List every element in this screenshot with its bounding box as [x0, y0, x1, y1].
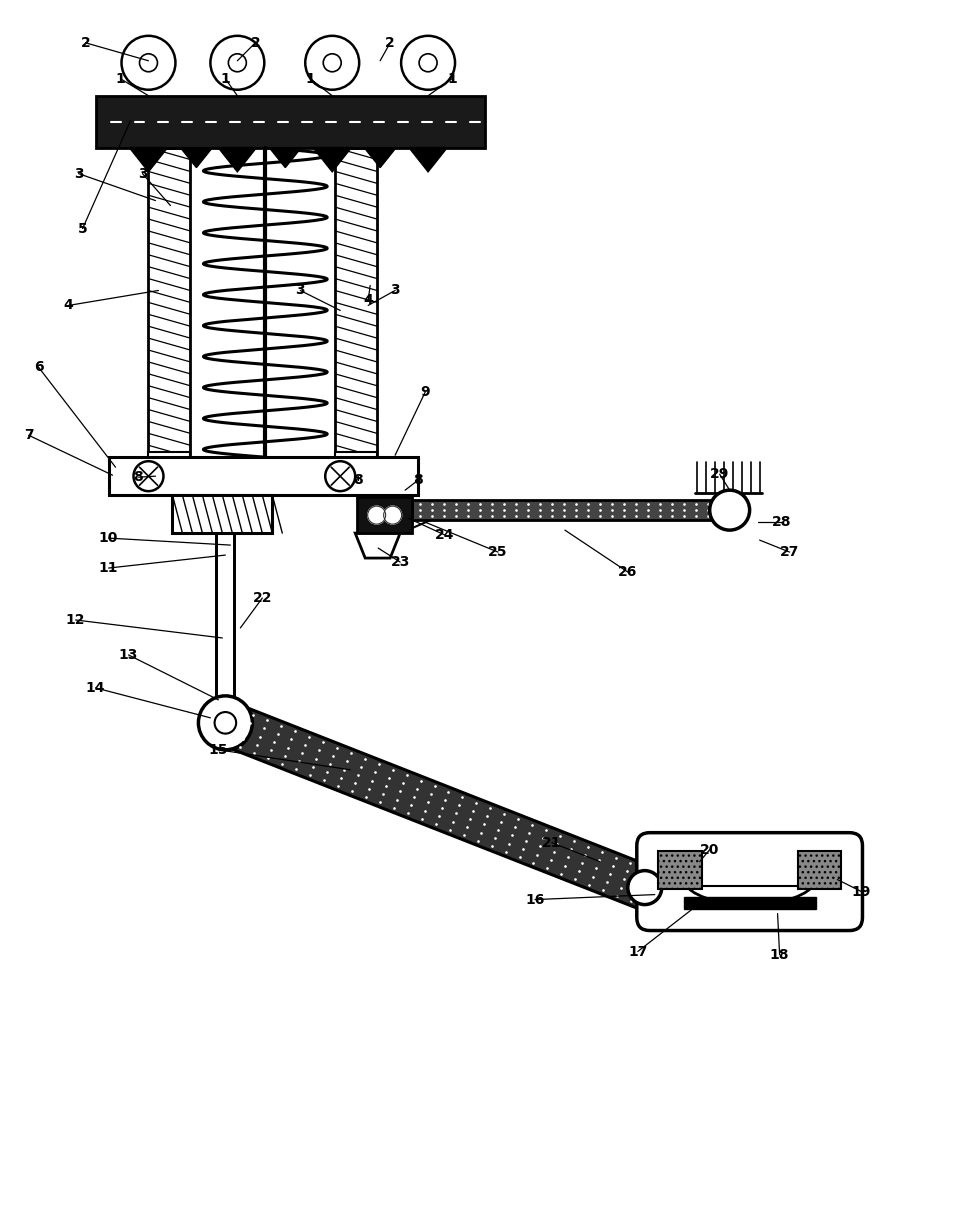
Text: 13: 13 [119, 648, 138, 662]
Text: 9: 9 [420, 386, 430, 399]
Circle shape [710, 490, 750, 530]
Text: 11: 11 [98, 562, 118, 575]
Bar [148, 148, 190, 457]
Text: 8: 8 [413, 473, 423, 488]
Circle shape [122, 36, 176, 90]
Text: 25: 25 [488, 545, 508, 559]
Bar [108, 457, 418, 495]
Bar [96, 96, 485, 148]
Text: 2: 2 [81, 36, 91, 50]
Text: 4: 4 [63, 298, 73, 313]
Circle shape [198, 696, 253, 750]
Text: 7: 7 [23, 428, 33, 443]
Text: 8: 8 [353, 473, 363, 488]
Text: 1: 1 [116, 72, 126, 86]
Circle shape [139, 53, 158, 72]
Text: 23: 23 [390, 556, 409, 569]
Bar [798, 850, 841, 889]
Polygon shape [412, 502, 442, 528]
Circle shape [326, 461, 355, 491]
Polygon shape [180, 148, 213, 167]
Text: 28: 28 [772, 516, 792, 529]
Circle shape [368, 506, 386, 524]
Polygon shape [130, 148, 168, 171]
Circle shape [305, 36, 359, 90]
Text: 3: 3 [390, 284, 400, 297]
Polygon shape [313, 148, 351, 171]
Text: 1: 1 [220, 72, 230, 86]
Polygon shape [269, 148, 301, 167]
Text: 4: 4 [364, 294, 373, 307]
Text: 6: 6 [34, 360, 44, 375]
Text: 17: 17 [628, 945, 647, 958]
Circle shape [324, 53, 341, 72]
Bar [148, 452, 190, 465]
Text: 2: 2 [385, 36, 395, 50]
Text: 20: 20 [700, 843, 720, 856]
Bar [173, 495, 272, 533]
Text: 27: 27 [780, 545, 799, 559]
Text: 10: 10 [98, 531, 118, 545]
Bar [213, 513, 238, 533]
Text: 15: 15 [209, 742, 228, 757]
Text: 8: 8 [134, 471, 143, 484]
Text: 1: 1 [448, 72, 457, 86]
Text: 5: 5 [78, 222, 88, 235]
Text: 2: 2 [251, 36, 260, 50]
Bar [658, 850, 702, 889]
Bar [335, 148, 377, 457]
Polygon shape [365, 148, 396, 167]
Circle shape [628, 871, 662, 905]
Text: 3: 3 [137, 166, 147, 181]
Circle shape [134, 461, 164, 491]
Bar [335, 452, 377, 465]
Polygon shape [355, 533, 400, 558]
Circle shape [211, 36, 264, 90]
Text: 24: 24 [435, 528, 454, 542]
Bar [357, 497, 412, 533]
Text: 29: 29 [710, 467, 729, 482]
Text: 16: 16 [526, 893, 545, 906]
Text: 1: 1 [305, 72, 315, 86]
Text: 18: 18 [770, 947, 790, 962]
Text: 12: 12 [66, 613, 86, 627]
Circle shape [214, 712, 236, 734]
Polygon shape [218, 148, 256, 171]
Circle shape [228, 53, 247, 72]
Text: 14: 14 [86, 680, 105, 695]
Text: 22: 22 [253, 591, 272, 605]
Text: 26: 26 [618, 565, 638, 579]
Bar [412, 500, 720, 520]
Bar [683, 896, 815, 909]
FancyBboxPatch shape [637, 832, 863, 930]
Text: 3: 3 [74, 166, 84, 181]
Text: 3: 3 [295, 284, 305, 297]
Bar [216, 533, 234, 723]
Polygon shape [217, 702, 653, 909]
Text: 21: 21 [542, 836, 562, 849]
Polygon shape [410, 148, 448, 171]
Circle shape [419, 53, 437, 72]
Circle shape [401, 36, 455, 90]
Text: 19: 19 [852, 884, 871, 899]
Circle shape [383, 506, 402, 524]
